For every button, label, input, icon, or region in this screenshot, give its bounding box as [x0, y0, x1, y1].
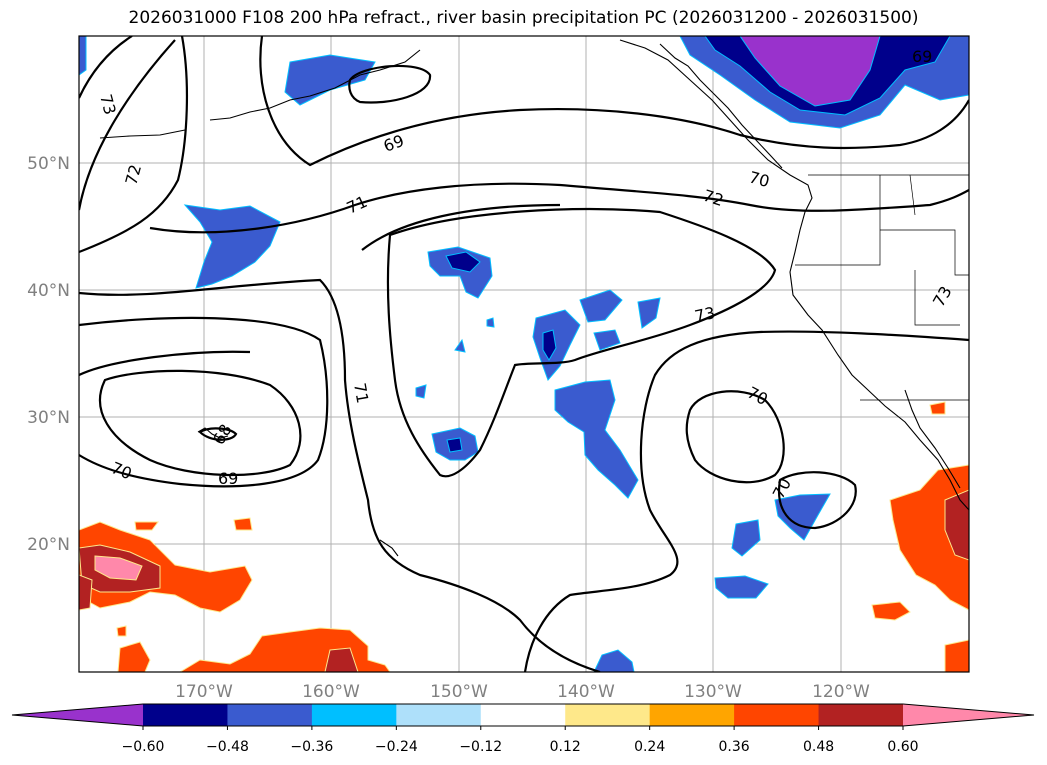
colorbar-tick-label: −0.48	[206, 739, 249, 755]
lon-label: 170°W	[175, 682, 233, 702]
colorbar-swatch	[396, 704, 482, 726]
colorbar-tick-label: 0.12	[550, 739, 581, 755]
colorbar-swatch	[818, 704, 904, 726]
colorbar-tick-label: −0.12	[459, 739, 502, 755]
colorbar-swatch	[649, 704, 735, 726]
colorbar-swatch	[734, 704, 820, 726]
map-panel	[79, 36, 969, 672]
colorbar-swatch	[311, 704, 397, 726]
colorbar-extend-high	[903, 704, 1034, 726]
refractivity-contours	[79, 36, 969, 672]
lon-label: 160°W	[302, 682, 360, 702]
colorbar-extend-low	[12, 704, 143, 726]
lat-label: 50°N	[27, 154, 70, 174]
colorbar-swatch	[480, 704, 566, 726]
political-borders	[795, 174, 969, 401]
lat-label: 20°N	[27, 535, 70, 555]
contour-label: 73	[96, 92, 120, 117]
colorbar-tick-label: −0.60	[122, 739, 165, 755]
contour-label: 69	[218, 469, 238, 488]
contour-label: 73	[693, 303, 717, 326]
map-frame	[78, 35, 970, 673]
map-title: 2026031000 F108 200 hPa refract., river …	[128, 8, 919, 28]
colorbar-swatch	[227, 704, 313, 726]
colorbar-tick-label: 0.48	[803, 739, 834, 755]
contour-label: 72	[122, 162, 146, 187]
lon-label: 150°W	[430, 682, 488, 702]
contour-label: 70	[747, 168, 772, 192]
longitude-labels: 170°W 160°W 150°W 140°W 130°W 120°W	[175, 682, 870, 702]
latitude-labels: 50°N 40°N 30°N 20°N	[27, 154, 70, 555]
lon-label: 120°W	[812, 682, 870, 702]
colorbar-tick-label: 0.36	[719, 739, 750, 755]
colorbar-tick-label: −0.24	[375, 739, 418, 755]
lat-label: 30°N	[27, 408, 70, 428]
lat-label: 40°N	[27, 281, 70, 301]
lon-label: 130°W	[684, 682, 742, 702]
contour-label: 69	[912, 47, 932, 66]
positive-pc-areas	[79, 401, 969, 672]
negative-pc-areas	[79, 36, 969, 672]
colorbar-swatch	[565, 704, 651, 726]
colorbar-tick-label: 0.24	[634, 739, 665, 755]
colorbar-tick-label: −0.36	[290, 739, 333, 755]
colorbar-tick-label: 0.60	[887, 739, 918, 755]
colorbar-swatch	[143, 704, 228, 726]
contour-label: 71	[350, 381, 372, 404]
graticule	[79, 36, 969, 672]
colorbar: −0.60 −0.48 −0.36 −0.24 −0.12 0.12 0.24 0.36 0.4…	[11, 703, 1035, 755]
lon-label: 140°W	[557, 682, 615, 702]
